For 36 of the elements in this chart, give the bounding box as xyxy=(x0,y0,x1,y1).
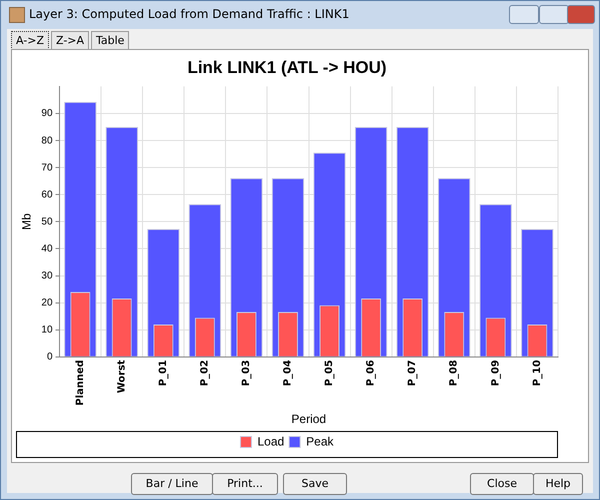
legend-label: Peak xyxy=(306,434,335,448)
text: Help xyxy=(533,473,583,495)
text: Print... xyxy=(212,473,278,495)
x-tick-label: P_01 xyxy=(158,360,169,386)
x-tick-label: P_08 xyxy=(448,360,460,386)
x-tick-label: P_09 xyxy=(490,360,502,386)
y-tick-label: 90 xyxy=(41,108,53,120)
x-tick-label: P_02 xyxy=(200,360,211,386)
x-axis-title: Period xyxy=(291,412,326,426)
y-tick-label: 70 xyxy=(41,162,53,174)
y-tick-label: 30 xyxy=(41,270,53,282)
text: Table xyxy=(91,31,130,50)
x-tick-label: P_03 xyxy=(241,360,252,386)
y-tick-label: 0 xyxy=(46,352,53,363)
y-axis-title: Mb xyxy=(20,213,34,230)
text: Z->A xyxy=(51,31,90,50)
y-tick-label: 80 xyxy=(41,135,53,146)
y-tick-label: 60 xyxy=(41,189,53,200)
text: Save xyxy=(283,473,347,495)
y-tick-label: 50 xyxy=(41,216,53,228)
text: Bar / Line xyxy=(131,473,213,495)
x-tick-label: P_04 xyxy=(282,360,294,386)
x-tick-label: P_07 xyxy=(407,360,418,386)
y-tick-label: 20 xyxy=(41,298,53,309)
text: A->Z xyxy=(11,31,50,50)
y-tick-label: 40 xyxy=(41,243,53,254)
x-tick-label: P_05 xyxy=(324,360,336,386)
text: Layer 3: Computed Load from Demand Traffic : LINK1 xyxy=(29,7,350,21)
x-tick-label: P_06 xyxy=(366,360,377,386)
x-tick-label: Planned xyxy=(74,360,86,406)
x-tick-label: Worst xyxy=(116,360,128,394)
x-tick-label: P_10 xyxy=(532,360,543,386)
legend-label: Load xyxy=(257,434,284,448)
text: Close xyxy=(470,473,534,495)
y-tick-label: 10 xyxy=(41,324,53,336)
chart-title: Link LINK1 (ATL -> HOU) xyxy=(187,58,387,77)
